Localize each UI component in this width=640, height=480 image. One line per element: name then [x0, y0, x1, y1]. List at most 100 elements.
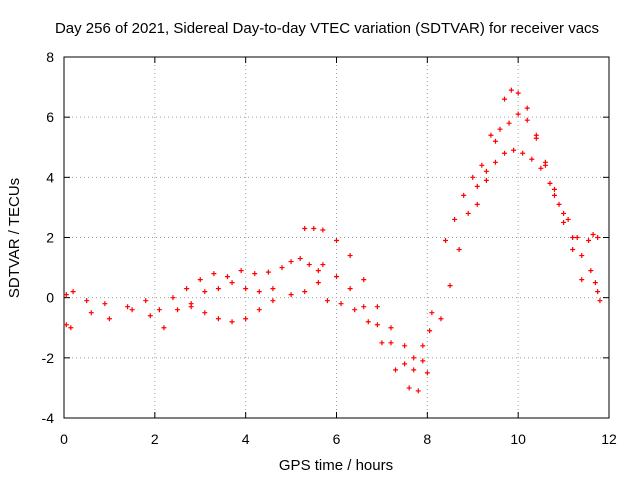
data-point	[256, 307, 262, 313]
data-point	[63, 292, 69, 298]
data-point	[447, 283, 453, 289]
axis-ticks: 0 2 4 6 8 10 12 -4 -2 0 2 4 6 8	[42, 49, 617, 447]
data-point	[492, 138, 498, 144]
data-point	[533, 135, 539, 141]
data-point	[320, 227, 326, 233]
data-point	[288, 259, 294, 265]
data-point	[374, 322, 380, 328]
data-point	[552, 192, 557, 198]
data-point	[102, 301, 108, 307]
series-track-10	[474, 147, 580, 240]
data-point	[506, 120, 512, 126]
series-track-9	[443, 111, 585, 259]
data-point	[561, 210, 567, 216]
data-point	[229, 319, 235, 325]
data-point	[415, 388, 421, 394]
data-point	[334, 274, 339, 280]
data-point	[524, 117, 530, 123]
data-point	[402, 343, 408, 349]
data-point	[320, 262, 326, 268]
data-point	[524, 105, 530, 111]
data-point	[427, 328, 433, 334]
data-point	[374, 304, 380, 310]
data-point	[556, 201, 562, 207]
data-point	[238, 268, 244, 274]
data-point	[411, 367, 417, 373]
data-point	[361, 277, 367, 283]
data-point	[202, 310, 208, 316]
data-point	[388, 325, 394, 331]
data-point	[265, 269, 271, 275]
series-track-1	[63, 256, 321, 313]
data-point	[243, 286, 249, 292]
data-point	[479, 162, 485, 168]
data-point	[474, 183, 480, 189]
data-point	[547, 180, 553, 186]
x-tick-label: 10	[510, 431, 526, 447]
data-point	[170, 295, 176, 301]
x-tick-label: 6	[333, 431, 341, 447]
data-point	[420, 358, 426, 364]
data-point	[184, 286, 190, 292]
data-point	[256, 289, 262, 295]
data-point	[84, 298, 90, 304]
data-point	[538, 165, 544, 171]
data-point	[592, 280, 598, 286]
data-point	[279, 265, 285, 271]
series-track-8	[438, 87, 585, 322]
data-point	[492, 159, 498, 165]
data-point	[452, 216, 458, 222]
data-point	[270, 286, 276, 292]
y-axis-label: SDTVAR / TECUs	[6, 178, 23, 298]
data-point	[579, 253, 585, 259]
data-point	[302, 289, 308, 295]
data-point	[324, 298, 330, 304]
y-tick-label: 2	[46, 230, 54, 246]
data-point	[515, 111, 521, 117]
x-tick-label: 0	[60, 431, 68, 447]
x-axis-label: GPS time / hours	[279, 457, 393, 474]
data-point	[225, 274, 230, 280]
data-point	[420, 343, 426, 349]
series-track-2	[88, 280, 276, 331]
data-point	[215, 316, 221, 322]
data-point	[483, 177, 489, 183]
data-point	[352, 307, 358, 313]
data-point	[306, 262, 312, 268]
series-track-6	[320, 262, 435, 373]
data-point	[515, 90, 521, 96]
grid	[64, 57, 609, 418]
data-point	[334, 238, 339, 244]
data-point	[461, 192, 467, 198]
data-point	[197, 277, 203, 283]
x-tick-label: 2	[151, 431, 159, 447]
y-tick-label: -4	[42, 410, 55, 426]
series-track-12	[588, 268, 603, 304]
data-point	[542, 159, 548, 165]
data-point	[438, 316, 444, 322]
data-point	[188, 304, 194, 310]
data-point	[68, 325, 74, 331]
data-point	[520, 150, 526, 156]
data-point	[474, 201, 480, 207]
data-point	[456, 247, 462, 253]
data-point	[443, 238, 448, 244]
series-track-4	[63, 322, 74, 331]
data-point	[597, 298, 603, 304]
data-point	[63, 322, 69, 328]
data-point	[502, 150, 508, 156]
data-point	[565, 216, 571, 222]
data-point	[229, 280, 235, 286]
x-tick-label: 8	[423, 431, 431, 447]
data-point	[588, 268, 594, 274]
data-point	[347, 253, 353, 259]
data-point	[595, 289, 601, 295]
data-point	[338, 301, 344, 307]
data-point	[470, 174, 476, 180]
data-point	[365, 319, 371, 325]
data-point	[502, 96, 508, 102]
data-point	[215, 286, 221, 292]
data-point	[143, 298, 149, 304]
data-point	[508, 87, 514, 93]
